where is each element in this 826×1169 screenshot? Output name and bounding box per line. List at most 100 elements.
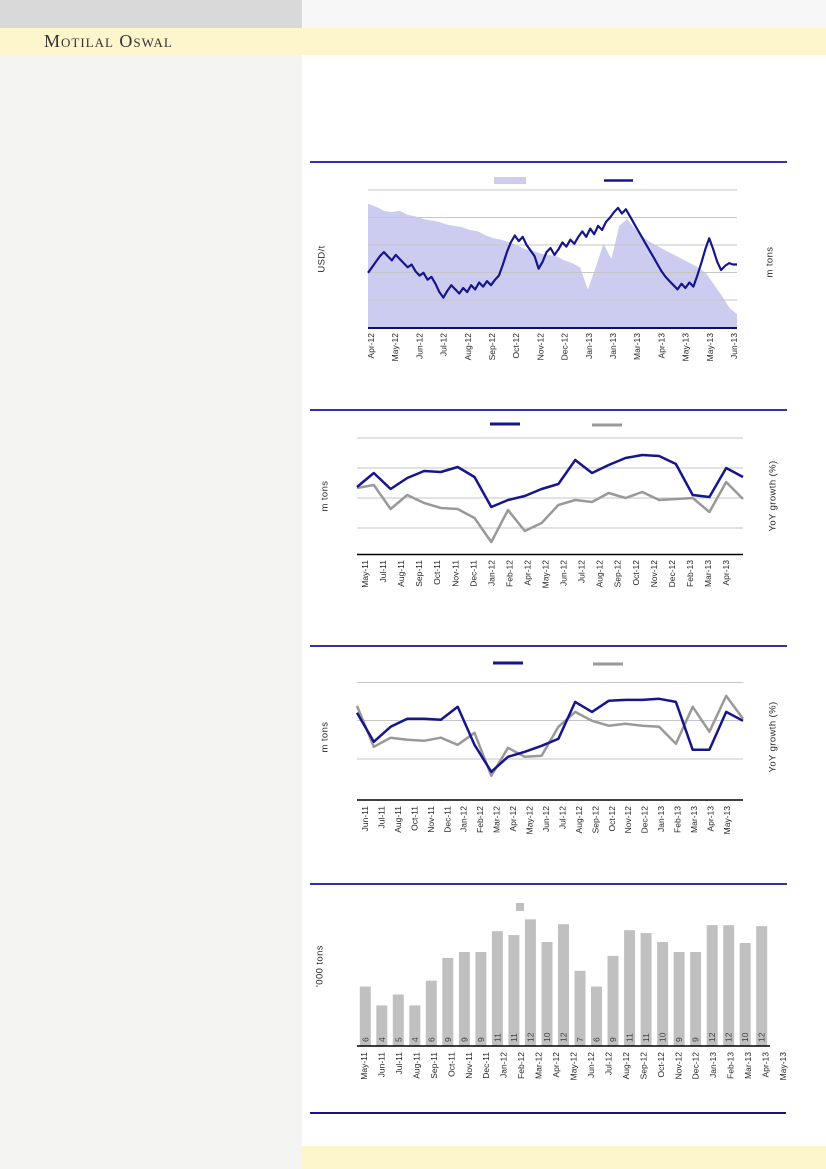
- bar-value-label: 9: [608, 1037, 618, 1042]
- x-tick-label: Nov-12: [535, 333, 545, 361]
- x-tick-label: Feb-13: [726, 1052, 736, 1079]
- x-tick-label: May-12: [569, 1052, 579, 1081]
- x-tick-label: Apr-13: [705, 806, 715, 832]
- x-tick-label: Apr-12: [551, 1052, 561, 1078]
- x-tick-label: Feb-12: [516, 1052, 526, 1079]
- bar: [591, 986, 602, 1046]
- x-tick-label: May-13: [778, 1052, 788, 1081]
- x-tick-label: Dec-11: [468, 560, 478, 587]
- x-tick-label: Mar-13: [743, 1052, 753, 1079]
- x-tick-label: Nov-11: [450, 560, 460, 587]
- legend-area-swatch: [494, 177, 526, 184]
- bar: [706, 925, 718, 1046]
- x-tick-label: Apr-12: [366, 333, 376, 359]
- chart4-volume-bars-canvas: 6 4 5 4 6 9 9 9 11 11 12 10 12 7 6 9 11 11 10 9 9 12 12 10 12May…: [310, 883, 788, 1081]
- x-tick-label: Aug-11: [411, 1052, 421, 1079]
- bar: [558, 924, 569, 1046]
- bar: [524, 919, 536, 1046]
- x-tick-label: Oct-12: [607, 806, 617, 832]
- x-tick-label: Jul-11: [376, 806, 386, 829]
- x-tick-label: Nov-12: [673, 1052, 683, 1080]
- x-tick-label: Oct-11: [446, 1052, 456, 1077]
- chart2-y-left-label: m tons: [319, 480, 331, 512]
- bar: [607, 955, 619, 1046]
- chart2-y-right-label: YoY growth (%): [767, 460, 779, 532]
- x-tick-label: May-12: [390, 333, 400, 362]
- x-tick-label: Jul-11: [378, 560, 388, 583]
- bar-value-label: 12: [757, 1032, 767, 1042]
- x-tick-label: Aug-12: [621, 1052, 631, 1080]
- bar: [673, 952, 685, 1046]
- bar-value-label: 4: [410, 1037, 420, 1042]
- bar: [690, 952, 702, 1046]
- chart3-yoy-growth-canvas: Jun-11 Jul-11 Aug-11 Oct-11 Nov-11 Dec-11 Jan-…: [310, 645, 787, 835]
- x-tick-label: Jun-12: [541, 806, 551, 832]
- x-tick-label: Oct-11: [409, 806, 419, 831]
- bar-value-label: 12: [558, 1032, 568, 1042]
- bar: [425, 980, 437, 1046]
- bar: [458, 952, 470, 1046]
- x-tick-label: May-11: [359, 1052, 369, 1080]
- x-tick-label: Dec-12: [640, 806, 650, 834]
- x-tick-label: Aug-12: [574, 806, 584, 834]
- x-tick-label: Oct-12: [656, 1052, 666, 1078]
- chart1-price-vs-inventory-canvas: Apr-12 May-12 Jun-12 Jul-12 Aug-12 Sep-12 Oct-…: [310, 161, 787, 362]
- x-tick-label: Mar-13: [703, 560, 713, 587]
- x-tick-label: Apr-13: [721, 560, 731, 586]
- x-tick-label: Jan-13: [708, 1052, 718, 1078]
- x-tick-label: Mar-12: [492, 806, 502, 833]
- x-tick-label: Jun-12: [559, 560, 569, 586]
- x-tick-label: Jun-13: [729, 333, 739, 359]
- x-tick-label: Jan-13: [608, 333, 618, 359]
- header-right-strip: [302, 0, 826, 28]
- price-line-series: [367, 206, 737, 299]
- bar: [756, 926, 768, 1046]
- bar-value-label: 4: [377, 1037, 387, 1042]
- x-tick-label: Aug-11: [393, 806, 403, 833]
- bar: [739, 943, 751, 1046]
- x-tick-label: Sep-12: [638, 1052, 648, 1080]
- bar-value-label: 6: [360, 1037, 370, 1042]
- x-tick-label: Sep-12: [590, 806, 600, 834]
- x-tick-label: Jun-11: [360, 806, 370, 832]
- x-tick-label: Dec-12: [691, 1052, 701, 1080]
- bar: [491, 931, 503, 1046]
- x-tick-label: Jan-12: [459, 806, 469, 832]
- inventory-area-series: [368, 203, 737, 328]
- navy-line-series: [355, 697, 744, 774]
- bar: [475, 952, 487, 1046]
- x-tick-label: Sep-11: [429, 1052, 439, 1079]
- x-tick-label: May-13: [681, 333, 691, 362]
- bar-value-label: 6: [592, 1037, 602, 1042]
- bar: [624, 930, 636, 1046]
- x-tick-label: Oct-11: [432, 560, 442, 585]
- bar: [392, 994, 404, 1046]
- bar-value-label: 11: [509, 1033, 519, 1042]
- bar-value-label: 9: [674, 1037, 684, 1042]
- legend-bar-swatch: [516, 903, 524, 911]
- x-tick-label: May-13: [705, 333, 715, 362]
- x-tick-label: Apr-12: [522, 560, 532, 586]
- bar: [657, 942, 669, 1046]
- x-tick-label: Jul-12: [439, 333, 449, 356]
- x-tick-label: May-12: [525, 806, 535, 835]
- bar-value-label: 12: [707, 1032, 717, 1042]
- x-tick-label: Jun-11: [376, 1052, 386, 1078]
- chart4-y-left-label: '000 tons: [314, 945, 326, 987]
- bar-value-label: 12: [724, 1032, 734, 1042]
- x-tick-label: Dec-12: [667, 560, 677, 588]
- x-tick-label: Mar-13: [632, 333, 642, 360]
- bar-value-label: 9: [459, 1037, 469, 1042]
- x-tick-label: Feb-13: [685, 560, 695, 587]
- x-tick-label: Nov-11: [426, 806, 436, 833]
- x-tick-label: Dec-11: [481, 1052, 491, 1079]
- x-tick-label: Feb-13: [673, 806, 683, 833]
- footer-yellow-band: [302, 1146, 826, 1169]
- x-tick-label: Aug-12: [463, 333, 473, 361]
- section-divider-rule: [310, 1112, 786, 1114]
- x-tick-label: May-12: [541, 560, 551, 589]
- bar-value-label: 7: [575, 1037, 585, 1042]
- header-gray-bar: [0, 0, 302, 28]
- left-margin-panel: [0, 55, 302, 1169]
